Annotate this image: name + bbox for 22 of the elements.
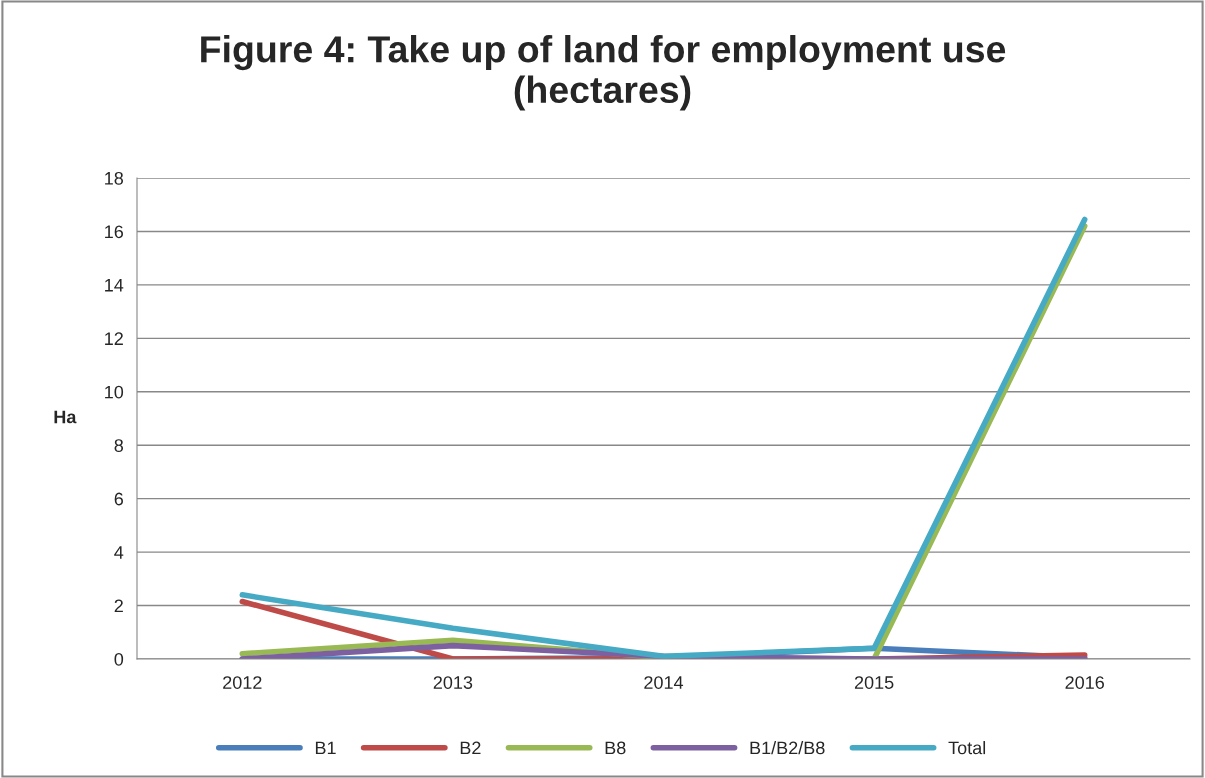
legend-label: B8 <box>605 741 626 755</box>
x-tick-label: 2012 <box>223 676 262 689</box>
y-tick-label: 18 <box>105 171 124 185</box>
x-tick-label: 2015 <box>854 676 894 689</box>
legend-label: B1 <box>315 741 336 755</box>
y-tick-label: 2 <box>114 599 123 613</box>
y-axis-title: Ha <box>54 410 77 424</box>
y-tick-label: 12 <box>105 332 123 345</box>
legend-label: Total <box>948 741 986 755</box>
y-tick-label: 10 <box>105 385 124 399</box>
x-tick-label: 2014 <box>644 676 684 689</box>
y-tick-label: 6 <box>114 492 124 506</box>
y-tick-label: 16 <box>105 225 124 239</box>
x-tick-label: 2016 <box>1065 676 1104 689</box>
legend-label: B1/B2/B8 <box>750 741 825 755</box>
y-tick-label: 8 <box>114 439 124 452</box>
y-tick-label: 14 <box>105 279 124 292</box>
x-tick-label: 2013 <box>433 676 473 689</box>
y-tick-label: 4 <box>114 546 124 559</box>
y-tick-label: 0 <box>114 652 124 666</box>
legend-label: B2 <box>460 741 481 755</box>
chart-title: Figure 4: Take up of land for employment use (hectares) <box>201 35 1006 111</box>
